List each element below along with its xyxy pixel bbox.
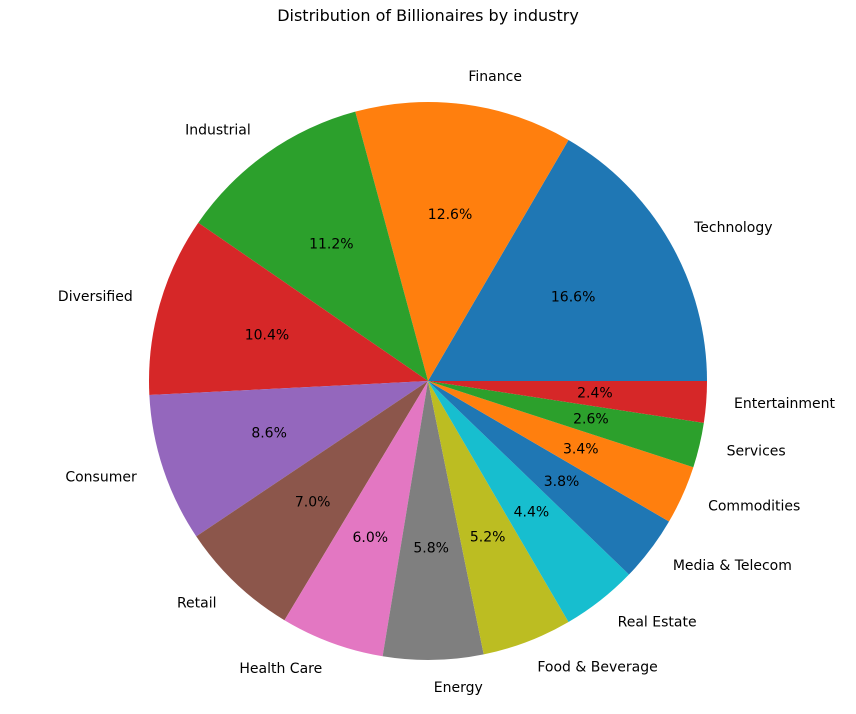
- pie-slice-food-and-beverage: [428, 381, 569, 655]
- slice-percent-technology: 16.6%: [551, 290, 595, 306]
- slice-percent-industrial: 11.2%: [309, 236, 353, 252]
- slice-label-diversified: Diversified: [58, 289, 133, 305]
- slice-label-food-and-beverage: Food & Beverage: [537, 660, 657, 676]
- pie-slice-media-and-telecom: [428, 381, 670, 575]
- pie-slice-diversified: [149, 222, 428, 396]
- slice-percent-services: 2.6%: [573, 412, 609, 428]
- slice-percent-entertainment: 2.4%: [577, 386, 613, 402]
- slice-label-industrial: Industrial: [185, 122, 251, 138]
- pie-slice-real-estate: [428, 381, 629, 623]
- slice-label-commodities: Commodities: [708, 498, 800, 514]
- pie-slice-retail: [196, 381, 428, 621]
- pie-slice-commodities: [428, 381, 694, 522]
- slice-percent-energy: 5.8%: [413, 540, 449, 556]
- slice-percent-diversified: 10.4%: [245, 327, 289, 343]
- slice-label-entertainment: Entertainment: [734, 396, 836, 412]
- pie-slice-services: [428, 381, 704, 468]
- slice-label-retail: Retail: [177, 595, 217, 611]
- slice-percent-commodities: 3.4%: [563, 441, 599, 457]
- slice-label-consumer: Consumer: [65, 470, 137, 486]
- chart-title: Distribution of Billionaires by industry: [277, 6, 579, 25]
- pie-slice-consumer: [149, 381, 428, 537]
- pie-slice-industrial: [198, 111, 428, 382]
- slice-label-health-care: Health Care: [239, 661, 322, 677]
- slice-label-finance: Finance: [468, 69, 522, 85]
- slice-percent-retail: 7.0%: [295, 494, 331, 510]
- slice-label-media-and-telecom: Media & Telecom: [673, 558, 792, 574]
- slice-percent-media-and-telecom: 3.8%: [544, 474, 580, 490]
- slice-label-technology: Technology: [693, 220, 772, 236]
- slice-percent-health-care: 6.0%: [353, 530, 389, 546]
- pie-slice-energy: [382, 381, 484, 661]
- slice-percent-finance: 12.6%: [428, 207, 472, 223]
- pie-slice-technology: [428, 139, 707, 381]
- slice-label-services: Services: [727, 444, 786, 460]
- slice-label-real-estate: Real Estate: [618, 614, 697, 630]
- pie-slice-entertainment: [428, 381, 707, 423]
- slice-percent-consumer: 8.6%: [251, 426, 287, 442]
- slice-percent-food-and-beverage: 5.2%: [470, 529, 506, 545]
- pie-slice-finance: [355, 102, 569, 381]
- pie-slice-health-care: [284, 381, 428, 657]
- slice-percent-real-estate: 4.4%: [514, 505, 550, 521]
- slice-label-energy: Energy: [434, 680, 483, 696]
